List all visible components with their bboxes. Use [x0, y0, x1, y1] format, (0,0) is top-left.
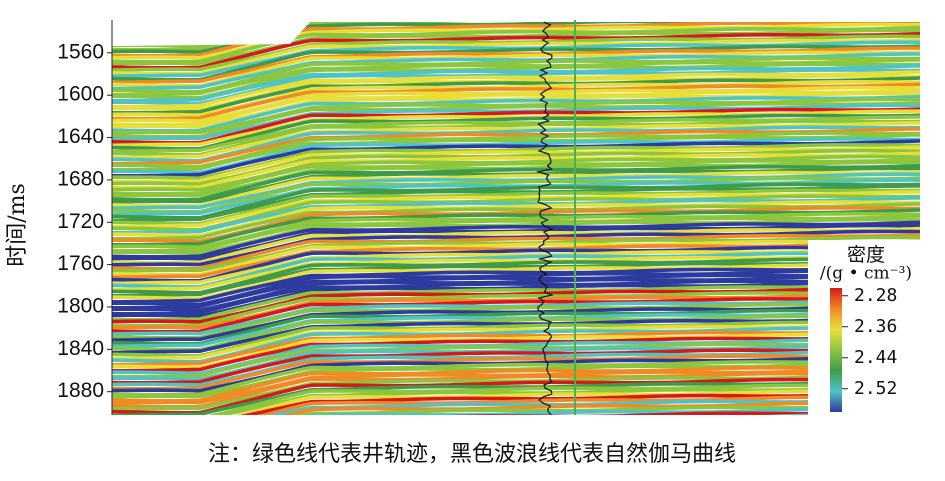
y-tick-label: 1840	[57, 337, 104, 360]
stripe	[112, 233, 921, 271]
stripe	[112, 107, 921, 145]
stripe	[112, 176, 921, 214]
stripe	[112, 371, 921, 409]
colorbar-tick-label: 2.28	[854, 285, 897, 306]
stripe	[112, 320, 921, 358]
stripe	[112, 50, 921, 88]
stripe	[112, 289, 921, 328]
y-tick-label: 1720	[57, 210, 104, 233]
stripe	[112, 220, 921, 259]
stripe	[293, 403, 921, 415]
stripe	[112, 251, 921, 289]
stripe	[112, 365, 921, 403]
stripe	[112, 56, 921, 94]
stripe	[112, 20, 201, 22]
stripe	[112, 88, 921, 127]
stripe	[447, 409, 921, 415]
stripe	[257, 395, 921, 415]
stripe	[112, 182, 921, 220]
stripe	[112, 308, 921, 346]
stripe	[112, 340, 921, 379]
stripe	[306, 407, 920, 415]
stripe	[112, 239, 921, 277]
stripe	[112, 295, 921, 334]
stripe	[112, 25, 921, 64]
stripe	[112, 257, 921, 295]
stripe	[112, 214, 921, 253]
stripe	[112, 163, 921, 202]
y-axis-label: 时间/ms	[5, 183, 30, 267]
stripe	[112, 133, 921, 172]
colorbar-title: 密度	[847, 244, 885, 266]
stripe	[112, 139, 921, 178]
y-tick-label: 1880	[57, 379, 104, 402]
stripe	[112, 202, 921, 241]
y-tick-label: 1680	[57, 167, 104, 190]
stripe	[112, 20, 220, 25]
stripe	[112, 271, 921, 310]
stripe	[112, 208, 921, 247]
top-mask	[112, 20, 925, 46]
stripe	[112, 358, 921, 397]
y-tick-label: 1760	[57, 252, 104, 275]
stripe	[112, 101, 921, 139]
stripe	[112, 346, 921, 385]
stripe	[112, 145, 921, 184]
y-tick-label: 1640	[57, 125, 104, 148]
caption: 注：绿色线代表井轨迹，黑色波浪线代表自然伽马曲线	[208, 442, 736, 467]
y-tick-label: 1800	[57, 295, 104, 318]
stripe	[112, 113, 921, 151]
stripe	[112, 302, 921, 340]
colorbar-tick-label: 2.52	[854, 378, 897, 399]
stripe	[112, 44, 921, 82]
stripe	[208, 383, 921, 415]
stripe	[112, 38, 921, 76]
stripe	[112, 265, 921, 304]
stripe	[232, 389, 921, 415]
legend-box	[808, 240, 925, 415]
stripe	[112, 76, 921, 115]
y-tick-label: 1600	[57, 83, 104, 106]
stripe	[112, 125, 921, 163]
stripe	[112, 170, 921, 208]
colorbar-unit: /(g • cm⁻³)	[820, 264, 912, 284]
stripe	[112, 82, 921, 121]
stripe	[112, 188, 921, 226]
stripe	[112, 352, 921, 391]
stripe	[112, 0, 920, 17]
density-section	[112, 0, 925, 415]
stripe	[112, 245, 921, 283]
stripe	[112, 94, 921, 133]
stripe	[112, 226, 921, 265]
colorbar-tick-label: 2.44	[854, 347, 897, 368]
stripe	[281, 401, 920, 415]
colorbar	[830, 288, 842, 412]
stripe	[112, 314, 921, 352]
y-tick-label: 1560	[57, 40, 104, 63]
stripe	[112, 283, 921, 322]
stripe	[112, 277, 921, 316]
stripe	[112, 334, 921, 373]
stripe	[112, 157, 921, 196]
gamma-curve	[536, 21, 554, 415]
stripe	[112, 32, 921, 70]
stripe	[112, 119, 921, 157]
stripe	[112, 151, 921, 190]
stripe	[112, 377, 921, 415]
colorbar-tick-label: 2.36	[854, 316, 897, 337]
stripe	[112, 70, 921, 109]
